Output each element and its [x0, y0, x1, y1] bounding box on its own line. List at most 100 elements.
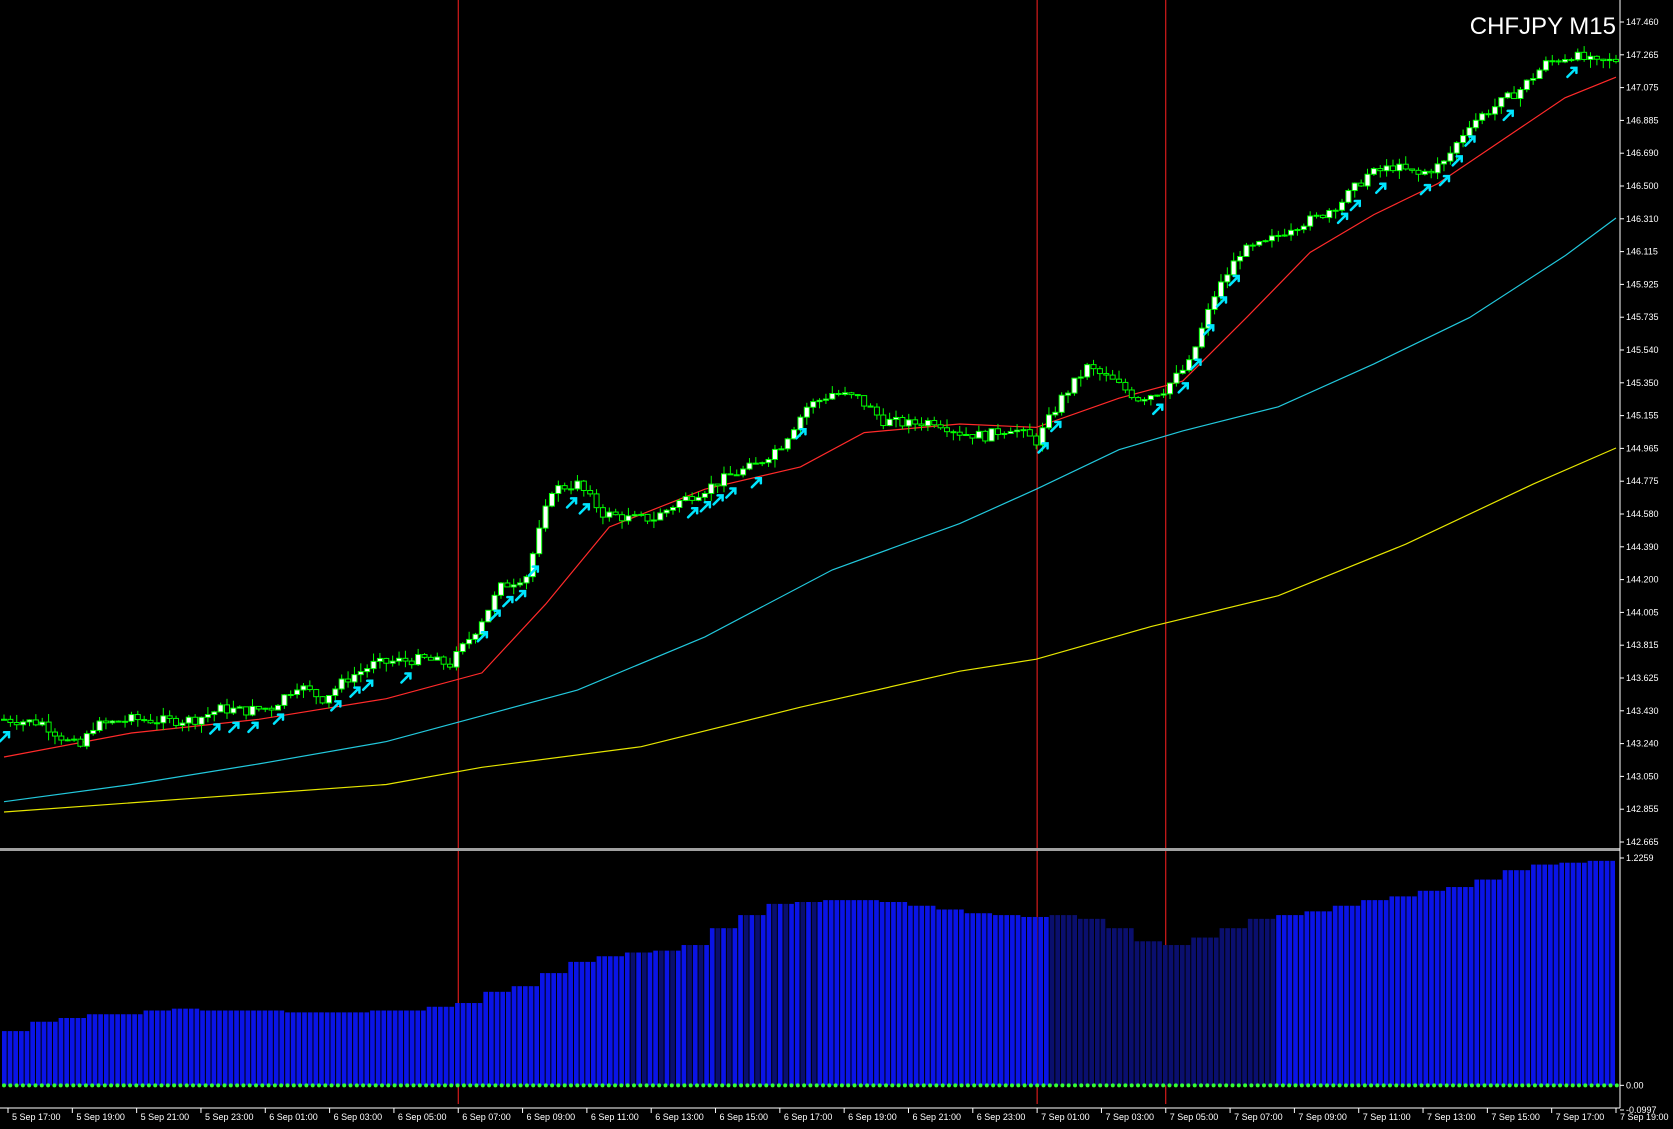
candle-body	[102, 720, 109, 724]
zero-dot	[140, 1083, 145, 1088]
candle-body	[784, 438, 791, 450]
histogram-bar	[800, 902, 806, 1086]
histogram-bar	[1236, 928, 1242, 1086]
histogram-bar	[1174, 945, 1179, 1086]
candle-body	[122, 720, 129, 723]
candle-body	[1020, 429, 1027, 432]
zero-dot	[1104, 1083, 1109, 1088]
histogram-bar	[1094, 918, 1100, 1086]
zero-dot	[594, 1083, 599, 1088]
price-tick-label: 144.775	[1626, 476, 1659, 486]
zero-dot	[1482, 1083, 1487, 1088]
zero-dot	[997, 1083, 1002, 1088]
zero-dot	[285, 1083, 290, 1088]
signal-arrow-icon	[272, 713, 285, 725]
histogram-bar	[1044, 916, 1049, 1086]
time-tick-label: 5 Sep 21:00	[141, 1112, 190, 1122]
zero-dot	[1073, 1083, 1077, 1088]
histogram-bar	[1406, 896, 1412, 1086]
candle-body	[771, 448, 778, 460]
moving-average-line	[3, 76, 1617, 758]
candle-body	[1319, 214, 1326, 219]
zero-dot	[606, 1083, 611, 1088]
signal-arrow-icon	[502, 595, 514, 608]
candle-body	[1498, 97, 1505, 108]
candle-body	[886, 418, 893, 427]
histogram-bar	[421, 1010, 426, 1086]
histogram-bar	[1145, 941, 1151, 1086]
zero-dot	[512, 1083, 517, 1088]
histogram-bar	[251, 1010, 256, 1086]
histogram-bar	[143, 1010, 149, 1086]
histogram-bar	[1168, 945, 1174, 1086]
histogram-bar	[1010, 915, 1015, 1086]
zero-dot	[1028, 1083, 1033, 1088]
price-tick-label: 146.115	[1626, 247, 1658, 257]
time-tick-label: 6 Sep 19:00	[848, 1112, 897, 1122]
zero-dot	[896, 1083, 901, 1088]
histogram-bar	[1383, 900, 1389, 1086]
histogram-bar	[585, 961, 590, 1086]
signal-arrows	[0, 66, 1578, 743]
histogram-bar	[1344, 905, 1349, 1086]
price-tick-label: 143.430	[1626, 706, 1659, 716]
zero-dot	[524, 1083, 529, 1088]
histogram-bar	[562, 973, 568, 1086]
histogram-bar	[523, 986, 528, 1086]
candle-body	[810, 401, 817, 408]
zero-dot	[1230, 1083, 1235, 1088]
zero-dot	[329, 1083, 334, 1088]
histogram-bar	[1230, 928, 1236, 1086]
zero-dot	[153, 1083, 158, 1088]
histogram-bar	[1196, 937, 1202, 1086]
histogram-bar	[709, 928, 715, 1086]
zero-dot	[348, 1083, 353, 1088]
zero-dot	[543, 1083, 548, 1088]
zero-dot	[398, 1083, 403, 1088]
zero-dot	[884, 1083, 888, 1088]
zero-dot	[392, 1083, 397, 1088]
candle-body	[1052, 411, 1059, 416]
zero-dot	[493, 1083, 498, 1088]
histogram-bar	[1128, 928, 1134, 1086]
zero-dot	[39, 1083, 44, 1088]
zero-dot	[890, 1083, 895, 1088]
histogram-bar	[103, 1014, 109, 1086]
histogram-bar	[919, 905, 925, 1086]
price-tick-label: 146.690	[1626, 148, 1659, 158]
histogram-bar	[1548, 864, 1553, 1086]
candle-body	[128, 714, 135, 722]
price-tick-label: 147.075	[1626, 83, 1659, 93]
histogram-bar	[1151, 941, 1157, 1086]
histogram-bar	[630, 952, 636, 1086]
candle-body	[466, 638, 473, 645]
candle-body	[1084, 364, 1091, 378]
zero-dot	[20, 1083, 25, 1088]
histogram-bar	[902, 902, 908, 1086]
signal-arrow-icon	[1419, 183, 1432, 196]
zero-dot	[361, 1083, 366, 1088]
histogram-bar	[370, 1010, 375, 1086]
candle-body	[434, 656, 441, 661]
histogram-bar	[438, 1006, 443, 1086]
candle-body	[1256, 241, 1263, 246]
candle-body	[1396, 163, 1403, 172]
zero-dot	[222, 1083, 227, 1088]
zero-dot	[1520, 1083, 1525, 1088]
candle-body	[173, 717, 180, 726]
zero-dot	[701, 1083, 706, 1088]
candle-body	[485, 609, 492, 623]
zero-dot	[531, 1083, 536, 1088]
candle-body	[943, 427, 950, 433]
candle-body	[963, 434, 970, 437]
histogram-bar	[279, 1010, 285, 1086]
zero-dot	[254, 1083, 258, 1088]
histogram-bar	[681, 945, 687, 1086]
zero-dot	[569, 1083, 573, 1088]
histogram-bar	[228, 1010, 234, 1086]
histogram-bar	[41, 1021, 47, 1086]
zero-dot	[802, 1083, 807, 1088]
zero-dot	[1224, 1083, 1229, 1088]
time-tick-label: 6 Sep 21:00	[912, 1112, 961, 1122]
